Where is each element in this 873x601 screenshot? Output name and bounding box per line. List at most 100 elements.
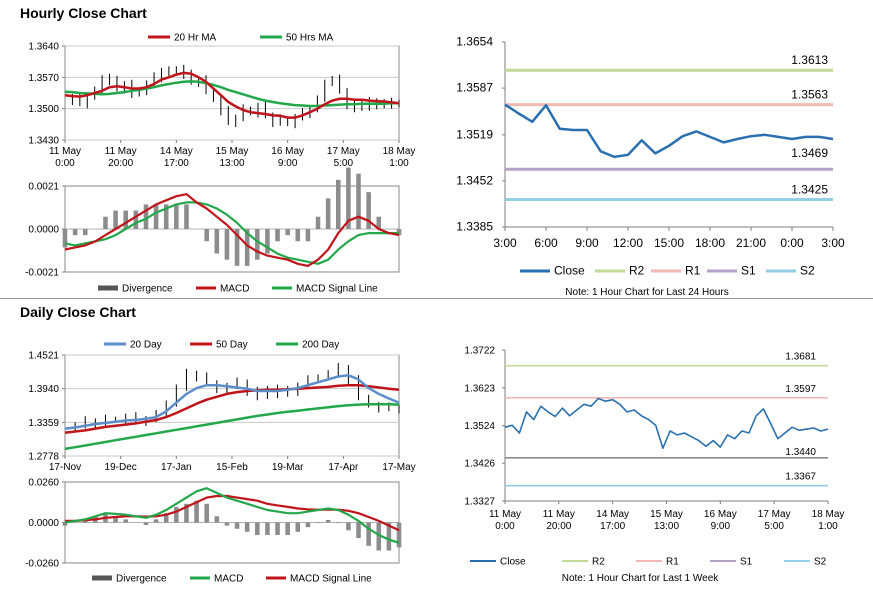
hourly-price-ytick-label: 1.3430 <box>28 136 59 147</box>
daily-levels-ytick-label: 1.3426 <box>464 459 495 470</box>
legend-20hr-ma-label: 20 Hr MA <box>174 33 217 44</box>
daily-levels-xtick-label-line1: 16 May <box>704 509 737 520</box>
hourly-price-xtick-label-line1: 18 May <box>383 146 416 157</box>
daily-macd-ytick-label: 0.0000 <box>28 518 59 529</box>
daily-levels-xtick-label-line1: 11 May <box>543 509 575 520</box>
daily-level-r1-label: 1.3597 <box>785 384 816 395</box>
hourly-price-xtick-label-line1: 11 May <box>49 146 81 157</box>
hourly-price-xtick-label-line2: 9:00 <box>278 158 298 169</box>
daily-level-r2-label: 1.3681 <box>785 352 816 363</box>
hourly-levels-ytick-label: 1.3519 <box>456 127 493 141</box>
hourly-level-s1-label: 1.3469 <box>791 146 828 160</box>
legend-hourly-close-label: Close <box>554 264 585 278</box>
hourly-price-ytick-label: 1.3640 <box>28 42 59 53</box>
hourly-levels-xtick-label: 12:00 <box>613 236 643 250</box>
daily-price-xtick-label: 17-May <box>382 462 415 473</box>
daily-macd-ytick-label: -0.0260 <box>25 559 59 570</box>
hourly-price-xtick-label-line2: 5:00 <box>334 158 354 169</box>
hourly-50hr-ma-line <box>64 80 399 108</box>
daily-price-xtick-label: 17-Apr <box>328 462 359 473</box>
daily-levels-xtick-label-line1: 15 May <box>650 509 683 520</box>
daily-price-xtick-label: 15-Feb <box>216 462 248 473</box>
hourly-levels-xtick-label: 18:00 <box>695 236 725 250</box>
daily-levels-xtick-label-line2: 13:00 <box>654 521 679 532</box>
hourly-price-ytick-label: 1.3500 <box>28 104 59 115</box>
daily-20day-line <box>64 374 400 430</box>
hourly-level-r2-label: 1.3613 <box>791 53 828 67</box>
hourly-levels-ytick-label: 1.3654 <box>456 35 493 49</box>
hourly-price-xtick-label-line2: 13:00 <box>219 158 244 169</box>
legend-weekly-s1-label: S1 <box>740 557 753 568</box>
daily-levels-xtick-label-line2: 1:00 <box>818 521 838 532</box>
legend-weekly-close-label: Close <box>500 557 526 568</box>
hourly-levels-xtick-label: 3:00 <box>821 236 845 250</box>
hourly-price-xtick-label-line1: 15 May <box>216 146 249 157</box>
hourly-levels-xtick-label: 9:00 <box>575 236 599 250</box>
legend-hourly-r1-label: R1 <box>685 264 701 278</box>
legend-20-day-label: 20 Day <box>130 340 162 351</box>
daily-price-xtick-label: 19-Dec <box>105 462 137 473</box>
legend-hourly-macd-signal-label: MACD Signal Line <box>296 284 378 295</box>
daily-levels-xtick-label-line2: 20:00 <box>546 521 571 532</box>
section-divider <box>0 298 873 299</box>
hourly-level-s2-label: 1.3425 <box>791 182 828 196</box>
daily-levels-ytick-label: 1.3327 <box>464 497 495 508</box>
hourly-macd-ytick-label: 0.0000 <box>28 225 59 236</box>
daily-levels-xtick-label-line1: 18 May <box>812 509 845 520</box>
daily-macd-ytick-label: 0.0260 <box>28 478 59 489</box>
daily-levels-ytick-label: 1.3722 <box>464 346 495 357</box>
daily-level-s1-label: 1.3440 <box>785 447 816 458</box>
hourly-close-line <box>504 103 834 159</box>
daily-levels-ytick-label: 1.3623 <box>464 383 495 394</box>
legend-daily-macd-label: MACD <box>214 574 243 585</box>
hourly-price-xtick-label-line1: 14 May <box>160 146 193 157</box>
hourly-section-title: Hourly Close Chart <box>20 5 147 21</box>
hourly-levels-note: Note: 1 Hour Chart for Last 24 Hours <box>565 287 728 298</box>
daily-200day-line <box>64 402 400 451</box>
hourly-macd-ytick-label: 0.0021 <box>28 182 59 193</box>
daily-level-s2-label: 1.3367 <box>785 472 816 483</box>
hourly-price-xtick-label-line1: 17 May <box>327 146 360 157</box>
hourly-levels-xtick-label: 15:00 <box>654 236 684 250</box>
hourly-levels-xtick-label: 21:00 <box>736 236 766 250</box>
legend-weekly-r2-label: R2 <box>592 557 605 568</box>
legend-hourly-s1-label: S1 <box>741 264 756 278</box>
hourly-price-xtick-label-line2: 1:00 <box>389 158 409 169</box>
daily-levels-xtick-label-line1: 14 May <box>596 509 629 520</box>
hourly-price-xtick-label-line1: 16 May <box>271 146 304 157</box>
daily-50day-line <box>64 383 400 434</box>
daily-price-xtick-label: 19-Mar <box>272 462 304 473</box>
daily-price-ytick-label: 1.3940 <box>28 384 59 395</box>
daily-levels-xtick-label-line2: 5:00 <box>764 521 784 532</box>
daily-levels-xtick-label-line1: 11 May <box>489 509 521 520</box>
hourly-levels-xtick-label: 6:00 <box>534 236 558 250</box>
hourly-levels-xtick-label: 0:00 <box>780 236 804 250</box>
daily-price-ytick-label: 1.4521 <box>28 351 59 362</box>
hourly-macd-ytick-label: -0.0021 <box>25 268 59 279</box>
hourly-20hr-ma-line <box>64 71 400 119</box>
daily-price-xtick-label: 17-Nov <box>49 462 81 473</box>
legend-50-day-label: 50 Day <box>216 340 248 351</box>
daily-levels-xtick-label-line2: 0:00 <box>495 521 515 532</box>
legend-200-day-label: 200 Day <box>302 340 339 351</box>
daily-macd-signal-line <box>65 494 400 532</box>
daily-levels-xtick-label-line2: 17:00 <box>600 521 625 532</box>
hourly-price-xtick-label-line1: 11 May <box>105 146 137 157</box>
daily-levels-xtick-label-line1: 17 May <box>758 509 791 520</box>
legend-weekly-r1-label: R1 <box>666 557 679 568</box>
legend-weekly-s2-label: S2 <box>814 557 827 568</box>
legend-hourly-r2-label: R2 <box>629 264 645 278</box>
hourly-levels-ytick-label: 1.3385 <box>456 220 493 234</box>
daily-close-line <box>504 397 829 450</box>
hourly-level-r1-label: 1.3563 <box>791 88 828 102</box>
daily-price-xtick-label: 17-Jan <box>161 462 192 473</box>
hourly-price-ytick-label: 1.3570 <box>28 73 59 84</box>
daily-price-ytick-label: 1.2778 <box>28 452 59 463</box>
daily-levels-ytick-label: 1.3524 <box>464 421 495 432</box>
hourly-macd-signal-line <box>64 201 399 265</box>
hourly-price-xtick-label-line2: 17:00 <box>164 158 189 169</box>
hourly-macd-line <box>64 193 400 267</box>
legend-daily-macd-signal-label: MACD Signal Line <box>290 574 372 585</box>
hourly-levels-ytick-label: 1.3587 <box>456 81 493 95</box>
